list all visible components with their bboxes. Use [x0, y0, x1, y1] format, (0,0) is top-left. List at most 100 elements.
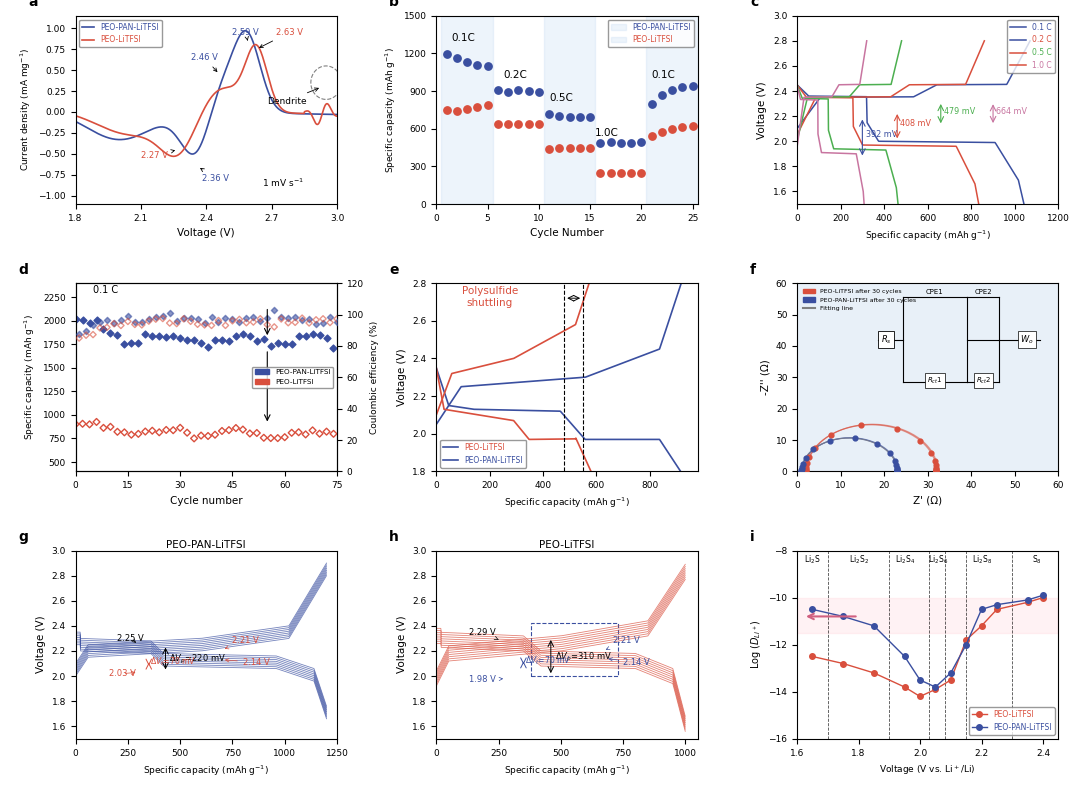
- Text: 2.03 V: 2.03 V: [109, 669, 136, 678]
- Point: [102, 421, 119, 433]
- Text: 2.27 V: 2.27 V: [141, 149, 174, 160]
- Point: [154, 310, 172, 322]
- Point: [300, 317, 318, 329]
- Point: [126, 315, 144, 328]
- Point: [793, 461, 810, 473]
- Point: [499, 118, 516, 130]
- Point: [437, 104, 455, 116]
- Point: [241, 329, 258, 342]
- Point: [272, 310, 289, 323]
- Point: [592, 136, 609, 149]
- Text: 479 mV: 479 mV: [944, 107, 975, 116]
- Point: [928, 461, 945, 474]
- Legend: PEO-PAN-LiTFSI, PEO-LiTFSI: PEO-PAN-LiTFSI, PEO-LiTFSI: [608, 20, 693, 47]
- Point: [255, 332, 272, 345]
- Point: [286, 316, 303, 329]
- Point: [102, 327, 119, 340]
- Text: 2.21 V: 2.21 V: [606, 637, 639, 650]
- Point: [928, 463, 945, 476]
- Point: [195, 317, 213, 329]
- Point: [322, 316, 339, 329]
- Text: 664 mV: 664 mV: [997, 107, 1027, 116]
- Text: 1 mV s$^{-1}$: 1 mV s$^{-1}$: [262, 177, 305, 189]
- Point: [797, 463, 814, 476]
- Point: [318, 425, 335, 438]
- Bar: [442, 16, 492, 204]
- Point: [78, 329, 95, 341]
- Y-axis label: Log $(D_{Li^+})$: Log $(D_{Li^+})$: [748, 620, 762, 670]
- Point: [889, 465, 906, 477]
- Text: Polysulfide
shuttling: Polysulfide shuttling: [461, 286, 517, 308]
- Point: [519, 118, 537, 130]
- Point: [178, 333, 195, 346]
- Point: [797, 464, 814, 476]
- Point: [81, 317, 98, 329]
- Point: [192, 337, 210, 350]
- Point: [928, 465, 945, 477]
- Point: [178, 426, 195, 439]
- Point: [262, 340, 280, 352]
- Point: [252, 313, 269, 325]
- Point: [172, 421, 189, 434]
- Point: [551, 110, 568, 123]
- Point: [67, 313, 84, 325]
- Point: [793, 463, 810, 476]
- Point: [806, 442, 823, 454]
- Text: 0.5C: 0.5C: [549, 93, 572, 103]
- Point: [109, 425, 126, 438]
- Bar: [797, 597, 1058, 633]
- Point: [633, 167, 650, 179]
- Point: [248, 427, 266, 439]
- X-axis label: Voltage (V): Voltage (V): [177, 228, 235, 238]
- Point: [168, 318, 186, 330]
- Text: e: e: [389, 263, 399, 277]
- Point: [161, 317, 178, 329]
- Point: [602, 136, 619, 149]
- Point: [283, 427, 300, 439]
- Text: 2.14 V: 2.14 V: [226, 658, 270, 667]
- Point: [303, 424, 321, 437]
- Text: f: f: [750, 263, 756, 277]
- Point: [220, 335, 238, 347]
- Text: 2.63 V: 2.63 V: [259, 28, 303, 47]
- Point: [98, 314, 116, 327]
- Point: [663, 123, 680, 136]
- Point: [258, 312, 275, 325]
- Point: [81, 418, 98, 431]
- Point: [889, 465, 906, 477]
- Point: [84, 329, 102, 341]
- Point: [73, 417, 91, 430]
- Point: [889, 465, 906, 478]
- Point: [612, 136, 630, 149]
- Y-axis label: Voltage (V): Voltage (V): [757, 81, 768, 138]
- Point: [206, 333, 224, 346]
- Point: [881, 447, 899, 460]
- Point: [105, 318, 122, 330]
- Text: 2.14 V: 2.14 V: [609, 658, 650, 667]
- Text: 2.29 V: 2.29 V: [469, 628, 498, 640]
- Point: [592, 167, 609, 179]
- Point: [258, 318, 275, 331]
- Point: [245, 310, 262, 323]
- Point: [822, 428, 839, 441]
- Point: [234, 424, 252, 436]
- Point: [181, 311, 199, 324]
- Point: [308, 318, 325, 330]
- Point: [200, 341, 217, 354]
- Point: [172, 332, 189, 345]
- Point: [130, 428, 147, 440]
- Point: [540, 143, 557, 156]
- X-axis label: Specific capacity (mAh g$^{-1}$): Specific capacity (mAh g$^{-1}$): [504, 496, 630, 510]
- Point: [200, 430, 217, 443]
- X-axis label: Z' (Ω): Z' (Ω): [914, 496, 942, 505]
- Point: [800, 451, 818, 464]
- Point: [847, 432, 864, 445]
- Point: [105, 317, 122, 329]
- Point: [889, 465, 906, 478]
- Point: [84, 319, 102, 332]
- Text: Li$_2$S$_8$: Li$_2$S$_8$: [972, 553, 991, 566]
- Point: [175, 313, 192, 325]
- Point: [912, 435, 929, 447]
- X-axis label: Voltage (V vs. Li$^+$/Li): Voltage (V vs. Li$^+$/Li): [879, 763, 976, 777]
- Point: [234, 328, 252, 340]
